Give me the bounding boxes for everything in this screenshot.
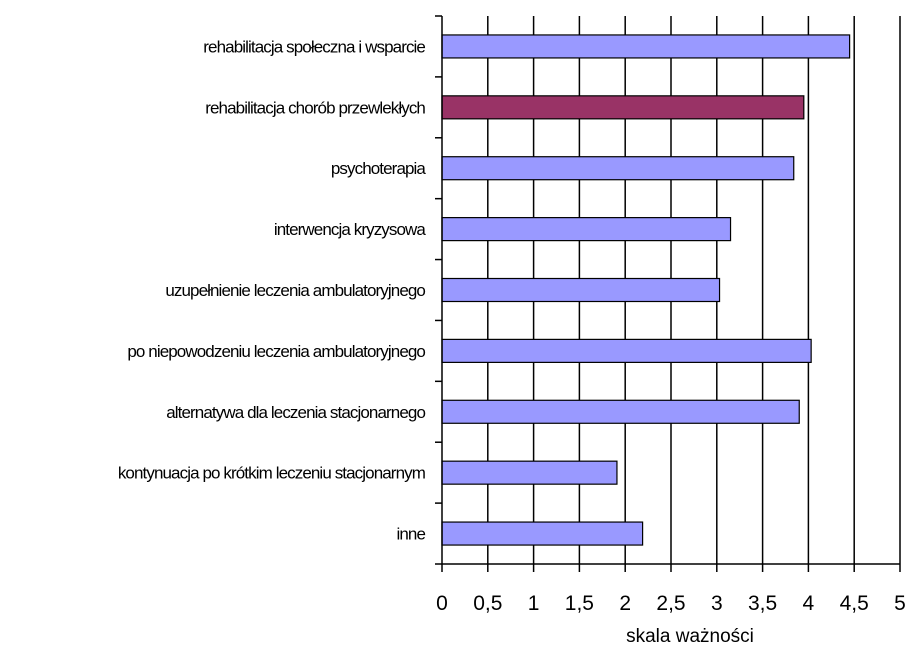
x-tick-label: 4: [803, 592, 815, 615]
x-tick-labels: 0 0,5 1 1,5 2 2,5 3 3,5 4 4,5 5: [436, 592, 906, 615]
bar: [441, 277, 721, 303]
x-tick-label: 1: [528, 592, 540, 615]
bar: [441, 521, 644, 546]
category-label: alternatywa dla leczenia stacjonarnego: [166, 403, 425, 422]
x-tick-label: 1,5: [565, 592, 594, 615]
bar: [441, 460, 618, 485]
category-label: po niepowodzeniu leczenia ambulatoryjneg…: [127, 342, 425, 361]
x-tick-label: 3: [711, 592, 723, 615]
bar: [441, 95, 805, 120]
x-tick-label: 3,5: [748, 592, 777, 615]
x-tick-label: 4,5: [840, 592, 869, 615]
bar: [441, 338, 812, 363]
x-tick-label: 2: [619, 592, 631, 615]
category-label: interwencja kryzysowa: [274, 220, 427, 239]
category-label: psychoterapia: [331, 159, 427, 178]
bar: [441, 34, 851, 59]
x-tick-label: 0: [436, 592, 448, 615]
category-label: rehabilitacja chorób przewlekłych: [205, 98, 425, 117]
category-labels: rehabilitacja społeczna i wsparcie rehabi…: [118, 37, 428, 544]
axes: [435, 15, 901, 572]
bar: [441, 156, 795, 181]
bars: [441, 34, 851, 546]
category-label: rehabilitacja społeczna i wsparcie: [203, 37, 425, 56]
bar: [441, 399, 800, 424]
x-tick-label: 0,5: [473, 592, 502, 615]
bar: [441, 217, 732, 242]
x-tick-label: 2,5: [656, 592, 685, 615]
x-tick-label: 5: [894, 592, 906, 615]
category-label: uzupełnienie leczenia ambulatoryjnego: [165, 281, 425, 300]
x-axis-title: skala ważności: [626, 626, 754, 647]
category-label: inne: [396, 525, 425, 544]
category-label: kontynuacja po krótkim leczeniu stacjona…: [118, 464, 426, 483]
